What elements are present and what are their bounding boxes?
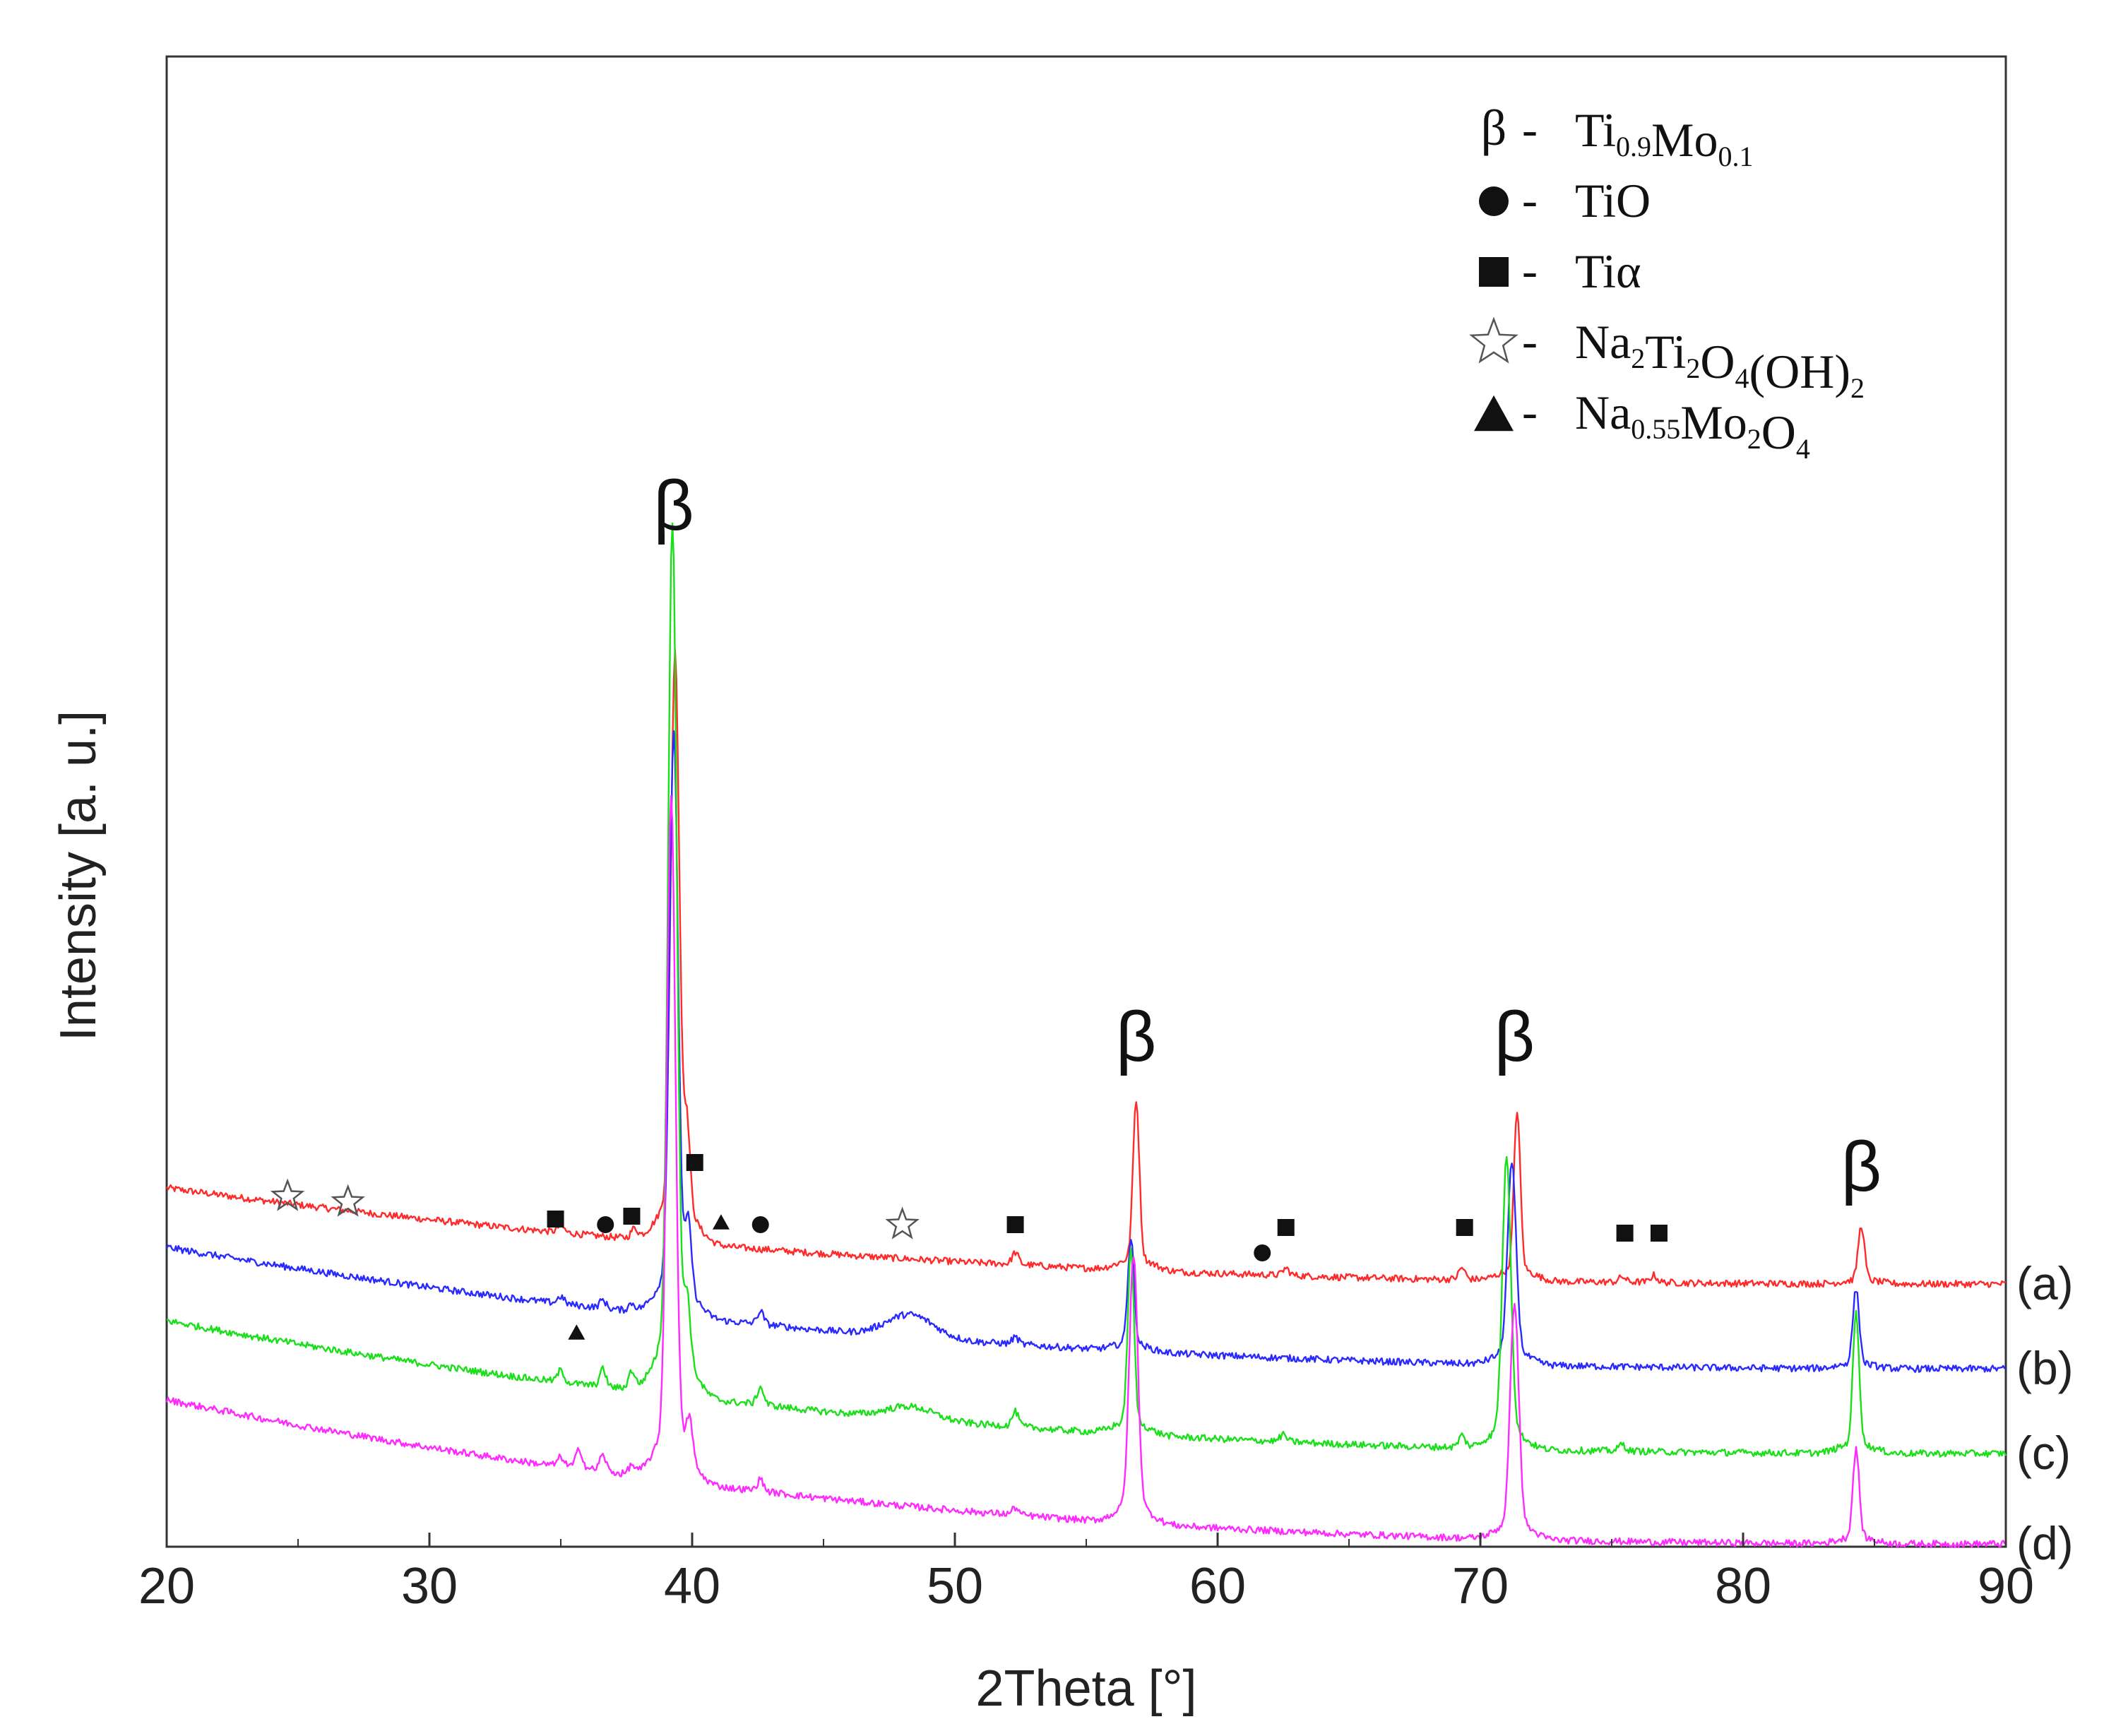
square-phase-marker xyxy=(686,1154,703,1171)
star-phase-marker xyxy=(331,1184,365,1217)
square-phase-marker xyxy=(1650,1225,1668,1242)
star-phase-marker xyxy=(885,1206,920,1239)
series-line-a xyxy=(165,648,2007,1289)
legend-symbol-star xyxy=(1469,316,1518,364)
triangle-phase-marker xyxy=(712,1214,730,1230)
beta-peak-label: β xyxy=(1841,1127,1882,1206)
x-tick-label: 60 xyxy=(1189,1558,1246,1615)
legend-dash: - xyxy=(1522,174,1538,226)
legend-dash: - xyxy=(1522,245,1538,297)
legend-entry-text: Ti0.9Mo0.1 xyxy=(1575,103,1754,172)
legend-symbol-square xyxy=(1479,257,1509,287)
legend-dash: - xyxy=(1522,386,1538,438)
x-tick-label: 30 xyxy=(401,1558,458,1615)
circle-phase-marker xyxy=(597,1216,614,1233)
beta-peak-label: β xyxy=(653,466,694,545)
x-tick-label: 40 xyxy=(664,1558,720,1615)
series-layer: (a) (b) (c) (d) xyxy=(165,522,2074,1569)
x-axis: 20 30 40 50 60 70 80 90 xyxy=(138,1533,2034,1615)
beta-peak-label: β xyxy=(1494,997,1535,1076)
star-phase-marker xyxy=(270,1178,305,1211)
square-phase-marker xyxy=(1456,1219,1473,1236)
legend-symbol-beta: β xyxy=(1481,100,1507,156)
series-label-b: (b) xyxy=(2016,1342,2074,1394)
legend-symbol-triangle xyxy=(1474,395,1514,432)
square-phase-marker xyxy=(547,1211,564,1227)
legend-entry-text: Na2Ti2O4(OH)2 xyxy=(1575,315,1865,404)
marker-layer: β β β β xyxy=(270,466,1882,1340)
circle-phase-marker xyxy=(751,1216,769,1233)
x-tick-label: 90 xyxy=(1978,1558,2034,1615)
circle-phase-marker xyxy=(1254,1244,1271,1261)
series-line-b xyxy=(165,730,2007,1373)
x-tick-label: 70 xyxy=(1452,1558,1509,1615)
series-label-c: (c) xyxy=(2016,1427,2071,1479)
legend-dash: - xyxy=(1522,316,1538,367)
legend: β - Ti0.9Mo0.1- TiO- Tiα- Na2Ti2O4(OH)2- Na0.5… xyxy=(1469,100,1865,465)
plot-frame xyxy=(165,55,2007,1548)
beta-peak-label: β xyxy=(1116,997,1157,1076)
legend-dash: - xyxy=(1522,104,1538,155)
series-line-d xyxy=(165,795,2007,1548)
x-axis-label: 2Theta [°] xyxy=(976,1660,1197,1717)
series-line-c xyxy=(166,522,2007,1458)
legend-entry-text: TiO xyxy=(1575,174,1651,227)
y-axis-label: Intensity [a. u.] xyxy=(50,711,107,1041)
square-phase-marker xyxy=(623,1208,641,1225)
square-phase-marker xyxy=(1277,1219,1295,1236)
series-label-d: (d) xyxy=(2016,1517,2074,1569)
x-tick-label: 80 xyxy=(1715,1558,1771,1615)
triangle-phase-marker xyxy=(568,1324,586,1340)
series-label-a: (a) xyxy=(2016,1257,2074,1309)
legend-symbol-circle xyxy=(1479,186,1509,216)
legend-entry-text: Na0.55Mo2O4 xyxy=(1575,386,1810,465)
x-tick-label: 50 xyxy=(927,1558,983,1615)
square-phase-marker xyxy=(1616,1225,1634,1242)
x-tick-label: 20 xyxy=(138,1558,195,1615)
legend-entry-text: Tiα xyxy=(1575,244,1641,298)
square-phase-marker xyxy=(1006,1216,1024,1233)
